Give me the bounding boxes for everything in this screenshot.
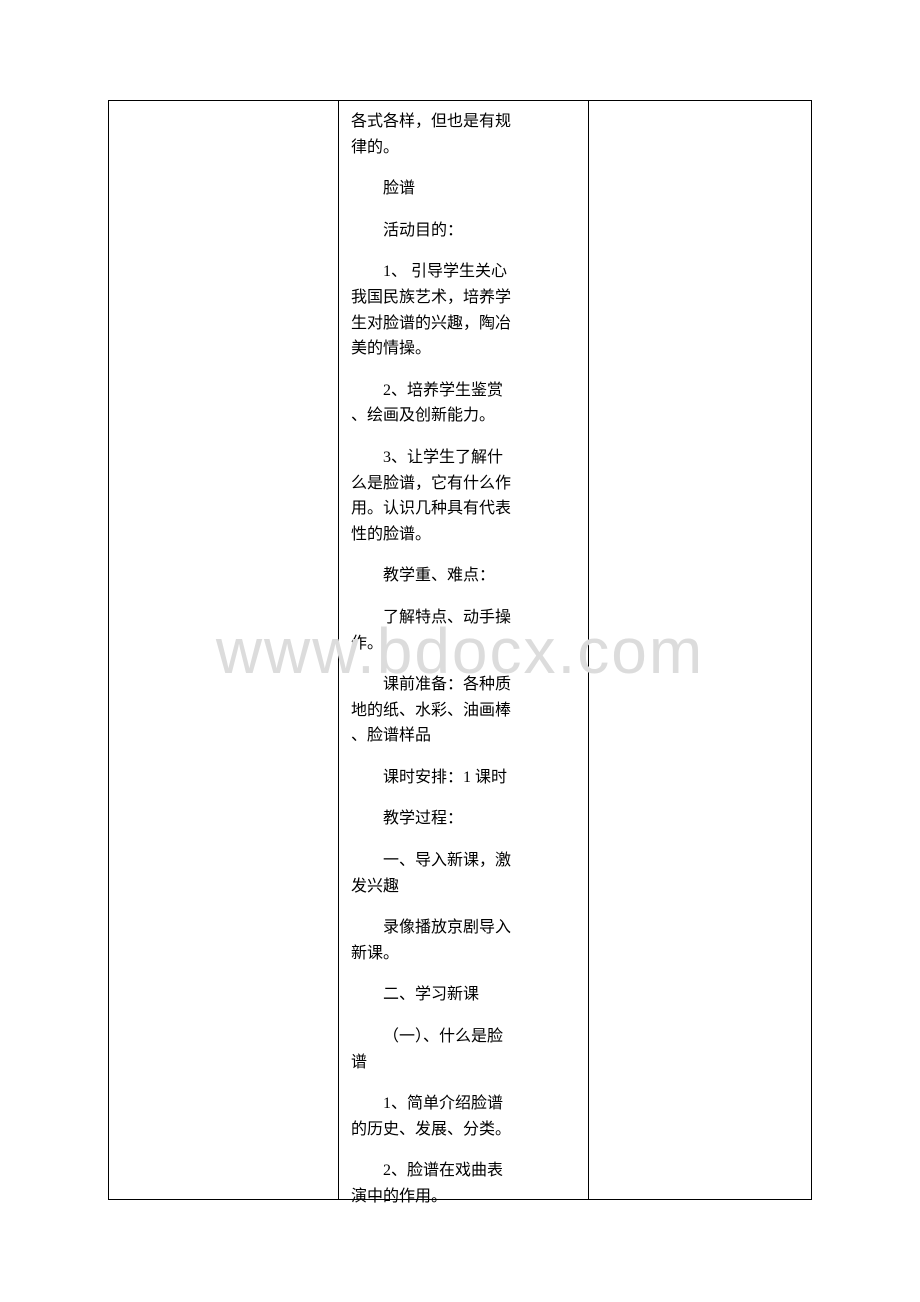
text-line: （一）、什么是脸 xyxy=(351,1028,503,1045)
text-line: 律的。 xyxy=(351,139,399,156)
text-line: 性的脸谱。 xyxy=(351,526,431,543)
text-line: 2、脸谱在戏曲表 xyxy=(351,1162,503,1179)
text-line: 1、 引导学生关心 xyxy=(351,263,507,280)
table-column-left xyxy=(109,101,339,1199)
text-line: 作。 xyxy=(351,635,383,652)
table-column-middle: 各式各样，但也是有规 律的。 脸谱 活动目的： 1、 引导学生关心 我国民族艺术… xyxy=(339,101,589,1199)
text-line: 2、培养学生鉴赏 xyxy=(351,382,503,399)
document-content: 各式各样，但也是有规 律的。 脸谱 活动目的： 1、 引导学生关心 我国民族艺术… xyxy=(351,109,578,1210)
document-table: 各式各样，但也是有规 律的。 脸谱 活动目的： 1、 引导学生关心 我国民族艺术… xyxy=(108,100,812,1200)
text-line: 发兴趣 xyxy=(351,878,399,895)
text-line: 各式各样，但也是有规 xyxy=(351,113,511,130)
text-paragraph: 脸谱 xyxy=(351,176,578,202)
text-line: 录像播放京剧导入 xyxy=(351,919,511,936)
text-line: 么是脸谱，它有什么作 xyxy=(351,475,511,492)
text-line: 生对脸谱的兴趣，陶冶 xyxy=(351,315,511,332)
text-line: 课前准备：各种质 xyxy=(351,676,511,693)
text-line: 的历史、发展、分类。 xyxy=(351,1121,511,1138)
text-paragraph: 课时安排：1 课时 xyxy=(351,765,578,791)
text-line: 地的纸、水彩、油画棒 xyxy=(351,702,511,719)
text-paragraph: 二、学习新课 xyxy=(351,982,578,1008)
text-line: 、脸谱样品 xyxy=(351,727,431,744)
text-line: 演中的作用。 xyxy=(351,1188,447,1205)
text-line: 用。认识几种具有代表 xyxy=(351,500,511,517)
text-paragraph: 活动目的： xyxy=(351,218,578,244)
text-line: 1、简单介绍脸谱 xyxy=(351,1095,503,1112)
text-line: 3、让学生了解什 xyxy=(351,449,503,466)
text-line: 了解特点、动手操 xyxy=(351,609,511,626)
text-paragraph: 教学重、难点： xyxy=(351,563,578,589)
text-line: 新课。 xyxy=(351,945,399,962)
text-line: 、绘画及创新能力。 xyxy=(351,407,495,424)
text-line: 一、导入新课，激 xyxy=(351,852,511,869)
text-line: 美的情操。 xyxy=(351,340,431,357)
page-container: 各式各样，但也是有规 律的。 脸谱 活动目的： 1、 引导学生关心 我国民族艺术… xyxy=(0,0,920,1302)
table-column-right xyxy=(589,101,811,1199)
text-paragraph: 教学过程： xyxy=(351,806,578,832)
text-line: 谱 xyxy=(351,1054,367,1071)
text-line: 我国民族艺术，培养学 xyxy=(351,289,511,306)
